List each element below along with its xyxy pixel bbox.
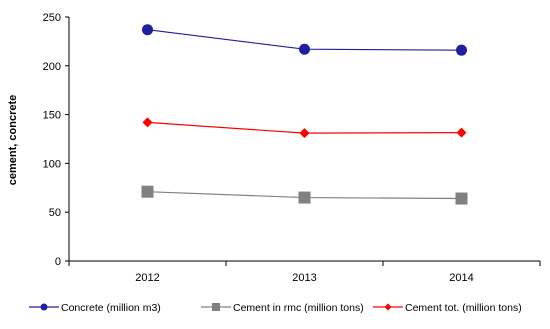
data-point-square — [141, 185, 154, 198]
legend-item: Concrete (million m3) — [29, 302, 161, 314]
legend-label: Cement tot. (million tons) — [405, 302, 522, 314]
y-tick-label: 50 — [49, 207, 61, 219]
legend-label: Concrete (million m3) — [61, 302, 161, 314]
data-point-diamond — [299, 128, 310, 139]
legend: Concrete (million m3) Cement in rmc (mill… — [29, 302, 522, 314]
legend-marker — [384, 303, 392, 311]
axes: 0 50 100 150 200 250 2012 2013 2014 — [43, 12, 541, 284]
data-point-diamond — [456, 127, 467, 138]
legend-item: Cement in rmc (million tons) — [201, 302, 364, 314]
y-axis-title: cement, concrete — [7, 95, 19, 185]
legend-marker — [40, 303, 48, 311]
series-lines — [147, 29, 462, 200]
x-tick-label: 2012 — [135, 272, 159, 284]
legend-item: Cement tot. (million tons) — [373, 302, 522, 314]
x-tick-label: 2013 — [292, 272, 316, 284]
series-markers — [141, 24, 468, 205]
y-tick-label: 100 — [43, 158, 61, 170]
data-point-circle — [142, 24, 153, 36]
y-tick-label: 250 — [43, 12, 61, 24]
data-point-diamond — [142, 117, 153, 128]
x-tick-label: 2014 — [449, 272, 473, 284]
y-tick-label: 0 — [55, 256, 61, 268]
legend-marker — [212, 303, 220, 311]
legend-label: Cement in rmc (million tons) — [233, 302, 364, 314]
y-tick-label: 150 — [43, 110, 61, 122]
data-point-square — [455, 192, 468, 205]
data-point-circle — [299, 43, 310, 55]
data-point-circle — [456, 44, 467, 56]
y-tick-label: 200 — [43, 61, 61, 73]
data-point-square — [298, 191, 311, 204]
